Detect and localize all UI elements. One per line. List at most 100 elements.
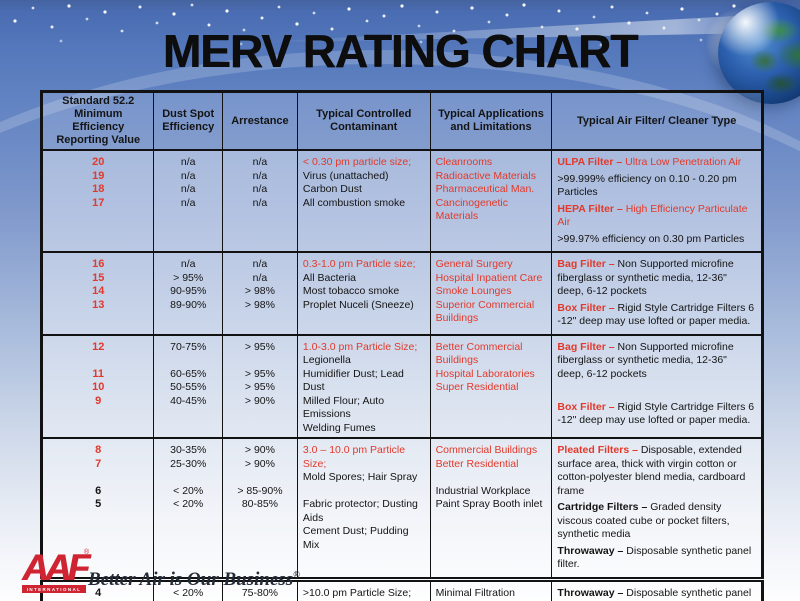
text-span: 80-85% [241,498,279,510]
text-span: > 95% [244,367,275,380]
cell-spacer [228,354,292,368]
text-span: Milled Flour; Auto Emissions [302,394,385,421]
cell-line: 50-55% [159,381,216,395]
text-span: Humidifier Dust; Lead Dust [302,367,404,394]
text-span: General Surgery [435,258,513,270]
text-span: Superior Commercial Buildings [435,298,535,325]
cell-dust-spot: 30-35% 25-30% < 20% < 20% [153,438,223,579]
table-body: 20 19 18 17 n/a n/a n/a n/a n/a n/a n/a n/a < 0.30 p… [41,150,763,601]
cell-line: 5 [48,498,148,512]
cell-line: 16 [48,258,148,272]
aaf-logo-subtext: INTERNATIONAL [22,585,86,593]
cell-filter-type: Pleated Filters – Disposable, extended s… [551,438,763,579]
cell-line: 89-90% [159,299,216,313]
cell-line: < 0.30 pm particle size; [303,156,425,170]
text-span: All Bacteria [302,271,357,284]
cell-merv-value: 20 19 18 17 [41,150,154,252]
text-span: > 90% [244,394,275,407]
text-span: > 98% [244,298,275,311]
cell-line: 10 [48,381,148,395]
text-span: < 20% [173,484,204,497]
cell-line: All combustion smoke [303,197,425,211]
text-span: Super Residential [435,381,519,393]
cell-line: n/a [228,183,292,197]
cell-line: n/a [228,272,292,286]
cell-line: Carbon Dust [303,183,425,197]
cell-contaminant: < 0.30 pm particle size; Virus (unattache… [296,150,431,252]
cell-line: Bag Filter – Non Supported microfine fib… [557,341,756,382]
text-span: 25-30% [170,457,207,470]
text-span: Pleated Filters – [557,444,641,456]
text-span: High Efficiency Particulate Air [557,202,748,229]
text-span: n/a [180,196,196,209]
cell-line: < 20% [159,485,216,499]
earth-image [718,2,800,104]
cell-line: Cleanrooms [436,156,547,170]
cell-contaminant: 0.3-1.0 pm Particle size; All Bacteria Mos… [296,252,431,335]
text-span: Cancinogenetic Materials [435,196,508,223]
cell-line: 20 [48,156,148,170]
cell-line: Smoke Lounges [436,285,547,299]
text-span: n/a [252,169,268,182]
text-span: Pharmaceutical Man. [435,183,535,195]
cell-line: 9 [48,395,148,409]
cell-line: Industrial Workplace [436,485,547,499]
text-span: Paint Spray Booth inlet [435,498,543,510]
cell-spacer [303,485,425,499]
text-span: Throwaway – [557,544,627,557]
cell-line: Commercial Buildings [436,444,547,458]
column-header-applications: Typical Applications and Limitations [429,91,552,151]
text-span: Fabric protector; Dusting Aids [302,498,418,524]
cell-line: 17 [48,197,148,211]
text-span: 14 [92,285,105,297]
cell-line: All Bacteria [303,272,425,286]
text-span: 16 [92,258,105,270]
cell-line: < 20% [159,498,216,512]
text-span: >10.0 pm Particle Size; [302,586,412,599]
text-span: Carbon Dust [302,183,362,195]
cell-line: Minimal Filtration [436,587,547,601]
text-span: < 20% [173,498,204,510]
text-span: 70-75% [170,340,207,353]
cell-line: < 20% [159,587,216,601]
cell-line: 0.3-1.0 pm Particle size; [303,258,425,272]
cell-arrestance: 75-80%70-75%65-70%< 65% [221,579,298,601]
cell-spacer [48,471,148,485]
cell-dust-spot: n/a n/a n/a n/a [153,150,223,252]
cell-line: 75-80% [228,587,292,601]
cell-line: n/a [159,183,216,197]
cell-line: Cement Dust; Pudding Mix [303,525,425,552]
text-span: 8 [95,444,102,456]
cell-line: >10.0 pm Particle Size; [303,587,425,601]
cell-line: 12 [48,341,148,355]
text-span: Legionella [302,354,351,366]
cell-line: Milled Flour; Auto Emissions [303,395,425,422]
cell-line: Pleated Filters – Disposable, extended s… [557,444,756,498]
cell-line: 11 [48,368,148,382]
cell-line: 19 [48,170,148,184]
text-span: Cleanrooms [435,156,493,168]
cell-line: Throwaway – Disposable synthetic panel f… [557,545,756,572]
cell-applications: Minimal FiltrationResidential Window A/C… [429,579,552,601]
text-span: 15 [92,271,105,284]
text-span: Commercial Buildings [435,444,538,456]
text-span: Better Commercial Buildings [435,340,523,367]
cell-spacer [48,354,148,368]
cell-line: 15 [48,272,148,286]
cell-line: ULPA Filter – Ultra Low Penetration Air [557,156,756,170]
text-span: 40-45% [170,394,207,407]
cell-line: > 98% [228,285,292,299]
text-span: n/a [180,183,196,195]
cell-spacer [557,384,756,398]
cell-line: n/a [159,258,216,272]
text-span: Cement Dust; Pudding Mix [302,525,409,551]
cell-line: >99.97% efficiency on 0.30 pm Particles [557,233,756,247]
text-span: n/a [252,271,268,284]
text-span: Welding Fumes [302,421,376,434]
text-span: Throwaway – [557,586,627,599]
tagline-text: Better Air is Our Business [88,569,294,590]
text-span: n/a [252,196,268,209]
column-header-arrestance: Arrestance [221,91,298,151]
cell-line: Cartridge Filters – Graded density visco… [557,501,756,542]
cell-line: 7 [48,458,148,472]
